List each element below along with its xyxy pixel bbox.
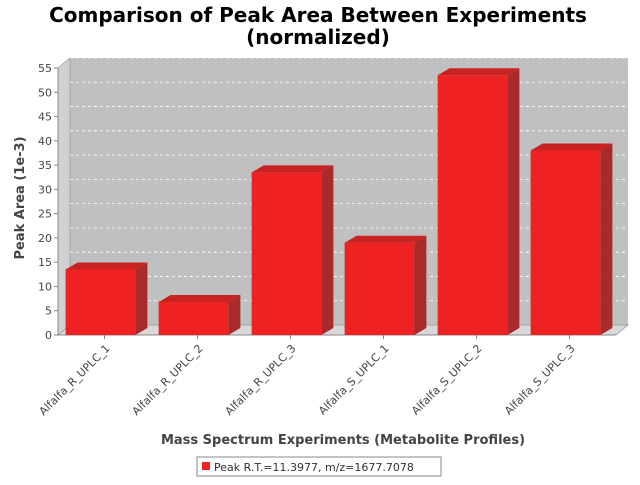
bar-front <box>158 301 229 335</box>
y-tick-label: 40 <box>38 135 52 148</box>
bar-front <box>344 242 415 335</box>
legend-series-label: Peak R.T.=11.3977, m/z=1677.7078 <box>214 461 414 474</box>
bar-side <box>507 68 520 336</box>
legend-box <box>196 456 442 477</box>
y-axis: 0 5 10 15 20 25 30 35 40 45 50 55 <box>38 62 616 342</box>
chart-title-line1: Comparison of Peak Area Between Experime… <box>49 3 587 27</box>
bar-top <box>437 68 520 76</box>
legend: Peak R.T.=11.3977, m/z=1677.7078 <box>196 456 442 477</box>
y-tick-label: 5 <box>45 305 52 318</box>
x-axis: Alfalfa_R_UPLC_1 Alfalfa_R_UPLC_2 Alfalfa_… <box>37 335 578 418</box>
bars <box>65 68 613 336</box>
chart-title-line2: (normalized) <box>246 25 390 49</box>
bar-front <box>437 75 508 336</box>
bar <box>344 235 427 335</box>
bar-top <box>65 262 148 270</box>
y-tick-label: 30 <box>38 183 52 196</box>
x-tick-label: Alfalfa_R_UPLC_1 <box>37 342 113 418</box>
bar-side <box>321 165 334 335</box>
x-tick-label: Alfalfa_S_UPLC_3 <box>502 342 578 418</box>
y-tick-label: 50 <box>38 86 52 99</box>
bar <box>437 68 520 336</box>
bar-side <box>600 143 613 335</box>
bar-front <box>251 172 322 335</box>
y-tick-label: 25 <box>38 208 52 221</box>
y-tick-label: 10 <box>38 280 52 293</box>
y-tick-label: 15 <box>38 256 52 269</box>
y-tick-label: 0 <box>45 329 52 342</box>
bar-top <box>251 165 334 173</box>
bar-side <box>135 262 148 335</box>
bar <box>530 143 613 335</box>
y-tick-label: 20 <box>38 232 52 245</box>
bar <box>158 294 241 335</box>
y-tick-label: 35 <box>38 159 52 172</box>
legend-swatch <box>202 462 210 470</box>
y-tick-label: 45 <box>38 111 52 124</box>
bar <box>251 165 334 335</box>
x-tick-label: Alfalfa_R_UPLC_2 <box>130 342 206 418</box>
bar <box>65 262 148 335</box>
x-axis-label: Mass Spectrum Experiments (Metabolite Pr… <box>161 433 525 448</box>
bar-top <box>530 143 613 151</box>
bar-side <box>414 235 427 335</box>
bar-side <box>228 294 241 335</box>
y-axis-label: Peak Area (1e-3) <box>13 136 28 259</box>
y-tick-label: 55 <box>38 62 52 75</box>
bar-top <box>158 294 241 302</box>
x-tick-label: Alfalfa_S_UPLC_2 <box>409 342 485 418</box>
x-tick-label: Alfalfa_S_UPLC_1 <box>316 342 392 418</box>
bar-front <box>530 150 601 335</box>
bar-front <box>65 269 136 335</box>
bar-top <box>344 235 427 243</box>
x-tick-label: Alfalfa_R_UPLC_3 <box>223 342 299 418</box>
